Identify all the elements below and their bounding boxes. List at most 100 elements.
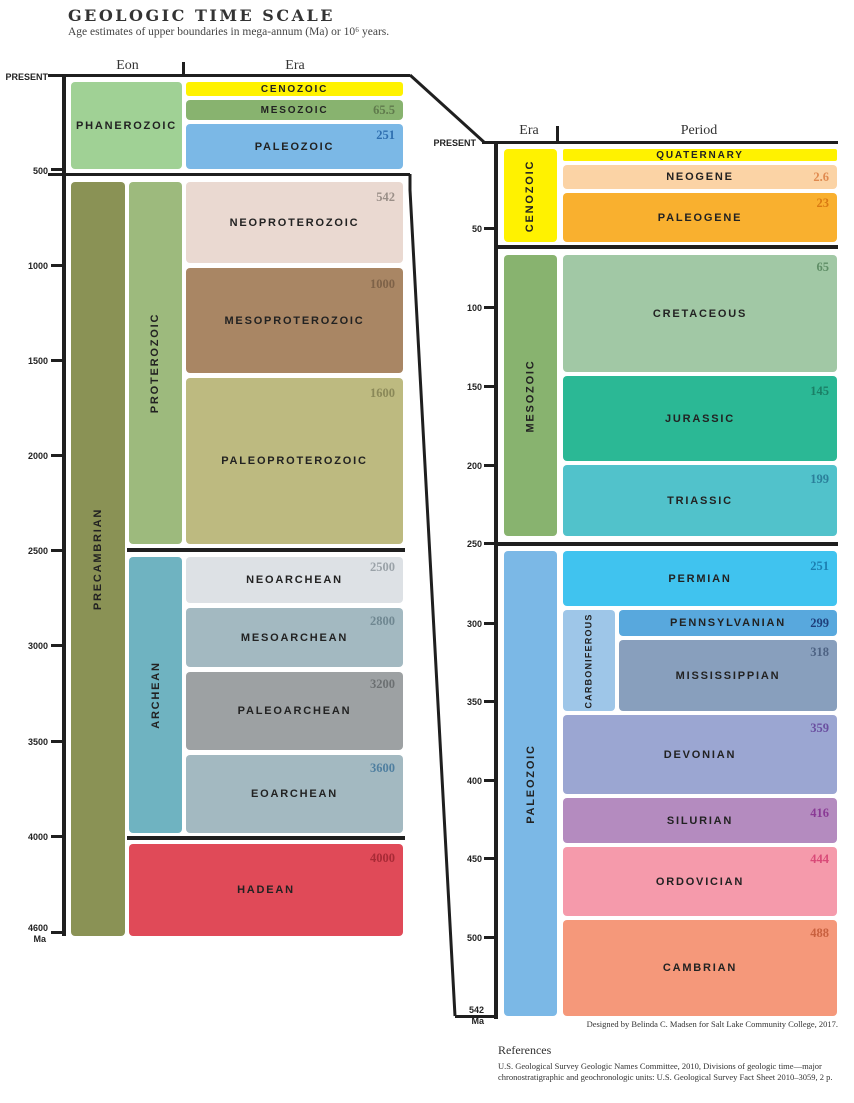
period-box-cambrian: CAMBRIAN 488: [563, 920, 837, 1016]
period-label: CRETACEOUS: [652, 307, 748, 320]
column-header-period: Period: [680, 123, 718, 138]
era-box-paleozoic: PALEOZOIC 251: [186, 124, 403, 169]
era-label: CARBONIFEROUS: [584, 612, 595, 709]
tick-mark: [484, 936, 495, 939]
era-label: PALEOZOIC: [524, 743, 537, 824]
tick-label: 500: [466, 933, 482, 943]
period-label: PALEOGENE: [657, 211, 743, 224]
tick-mark: [51, 454, 63, 457]
page-title: GEOLOGIC TIME SCALE: [68, 6, 335, 25]
tick-mark: [484, 700, 495, 703]
era-box-mesoarchean: MESOARCHEAN 2800: [186, 608, 403, 667]
boundary-age: 3200: [370, 677, 395, 691]
era-box-paleoproterozoic: PALEOPROTEROZOIC 1600: [186, 378, 403, 544]
tick-mark: [484, 385, 495, 388]
column-header-era: Era: [285, 58, 305, 73]
era-box-neoproterozoic: NEOPROTEROZOIC 542: [186, 182, 403, 263]
boundary-age: 359: [810, 721, 829, 735]
period-label: ORDOVICIAN: [655, 875, 745, 888]
boundary-age: 251: [810, 559, 829, 573]
tick-mark: [484, 779, 495, 782]
period-label: PERMIAN: [668, 572, 732, 585]
era-box-mesoproterozoic: MESOPROTEROZOIC 1000: [186, 268, 403, 373]
period-box-paleogene: PALEOGENE 23: [563, 193, 837, 242]
boundary-age: 145: [810, 384, 829, 398]
tick-label: 200: [466, 461, 482, 471]
boundary-age: 318: [810, 645, 829, 659]
left-archean-boundary: [127, 548, 405, 552]
left-phanerozoic-boundary: [48, 173, 410, 176]
tick-label: 3000: [27, 641, 48, 651]
unit-label: Ma: [471, 1016, 484, 1026]
era-box-cenozoic: CENOZOIC: [504, 149, 557, 242]
period-label: TRIASSIC: [667, 494, 733, 507]
left-hadean-boundary: [127, 836, 405, 840]
tick-mark: [51, 931, 63, 934]
era-box-mesozoic: MESOZOIC 65.5: [186, 100, 403, 120]
era-box-cenozoic: CENOZOIC: [186, 82, 403, 96]
tick-mark: [484, 227, 495, 230]
left-time-axis: [62, 74, 66, 936]
boundary-age: 3600: [370, 761, 395, 775]
era-box-carboniferous: CARBONIFEROUS: [563, 610, 615, 711]
period-label: MISSISSIPPIAN: [675, 669, 781, 682]
era-box-mesozoic: MESOZOIC: [504, 255, 557, 536]
tick-mark: [51, 835, 63, 838]
right-mesozoic-boundary: [497, 542, 838, 546]
tick-label: 4600: [27, 923, 48, 933]
tick-label: 250: [466, 539, 482, 549]
right-cenozoic-boundary: [497, 245, 838, 249]
era-box-archean: ARCHEAN: [129, 557, 182, 833]
designer-credit: Designed by Belinda C. Madsen for Salt L…: [586, 1019, 838, 1029]
tick-mark: [51, 644, 63, 647]
boundary-age: 1000: [370, 277, 395, 291]
boundary-age: 23: [816, 196, 830, 210]
unit-label: Ma: [33, 934, 46, 944]
boundary-age: 199: [810, 472, 829, 486]
period-label: JURASSIC: [664, 412, 736, 425]
eon-box-precambrian: PRECAMBRIAN: [71, 182, 125, 936]
era-label: PALEOPROTEROZOIC: [221, 455, 368, 467]
tick-label: 400: [466, 776, 482, 786]
tick-label: 50: [471, 224, 482, 234]
page-subtitle: Age estimates of upper boundaries in meg…: [68, 26, 390, 38]
era-label: PALEOARCHEAN: [237, 705, 352, 717]
period-label: PENNSYLVANIAN: [670, 617, 786, 629]
era-label: MESOPROTEROZOIC: [224, 314, 365, 327]
period-box-pennsylvanian: PENNSYLVANIAN 299: [619, 610, 837, 636]
column-header-era: Era: [519, 123, 539, 138]
boundary-age: 2500: [370, 560, 395, 574]
boundary-age: 542: [376, 190, 395, 204]
tick-label: 4000: [27, 832, 48, 842]
tick-label: 300: [466, 619, 482, 629]
period-label: QUATERNARY: [656, 149, 744, 161]
tick-mark: [484, 464, 495, 467]
era-label: NEOARCHEAN: [246, 574, 343, 586]
period-box-ordovician: ORDOVICIAN 444: [563, 847, 837, 916]
period-box-mississippian: MISSISSIPPIAN 318: [619, 640, 837, 711]
tick-label: 3500: [27, 737, 48, 747]
boundary-age: 65: [816, 260, 830, 274]
tick-label: 2500: [27, 546, 48, 556]
era-label: MESOARCHEAN: [240, 631, 349, 644]
era-label: CENOZOIC: [524, 159, 537, 232]
tick-mark: [51, 549, 63, 552]
era-label: MESOZOIC: [524, 358, 537, 433]
era-box-paleozoic: PALEOZOIC: [504, 551, 557, 1016]
boundary-age: 444: [810, 852, 829, 866]
column-header-eon: Eon: [116, 58, 139, 73]
left-top-line: [48, 74, 410, 77]
period-box-devonian: DEVONIAN 359: [563, 715, 837, 794]
tick-label: 100: [466, 303, 482, 313]
tick-mark: [455, 1015, 495, 1018]
era-label: HADEAN: [237, 884, 295, 896]
tick-mark: [51, 359, 63, 362]
period-box-triassic: TRIASSIC 199: [563, 465, 837, 536]
tick-mark: [484, 542, 495, 545]
column-divider: [556, 126, 559, 142]
boundary-age: 2800: [370, 614, 395, 628]
era-box-paleoarchean: PALEOARCHEAN 3200: [186, 672, 403, 750]
tick-label: PRESENT: [5, 72, 48, 82]
tick-label: PRESENT: [433, 138, 476, 148]
